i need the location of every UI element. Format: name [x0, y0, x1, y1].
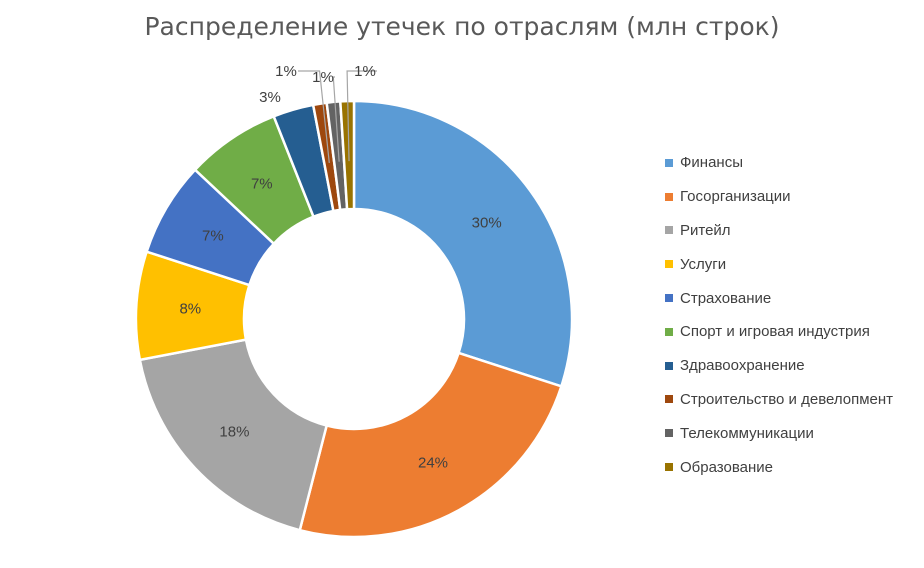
legend-swatch — [665, 463, 673, 472]
data-label-4: 8% — [179, 301, 201, 318]
legend-swatch — [665, 226, 673, 235]
slice-10 — [338, 99, 356, 211]
legend-item: Строительство и девелопмент — [665, 383, 920, 417]
data-label-2: 24% — [418, 455, 448, 472]
legend-label: Финансы — [680, 154, 743, 172]
legend-label: Госорганизации — [680, 188, 791, 206]
slice-2 — [298, 351, 563, 539]
legend-swatch — [665, 395, 673, 404]
legend-item: Страхование — [665, 281, 920, 315]
legend-item: Услуги — [665, 247, 920, 281]
data-label-6: 7% — [251, 175, 273, 192]
legend-label: Спорт и игровая индустрия — [680, 323, 870, 341]
legend-swatch — [665, 260, 673, 269]
legend-label: Телекоммуникации — [680, 424, 814, 442]
legend-label: Строительство и девелопмент — [680, 390, 894, 408]
legend-swatch — [665, 158, 673, 167]
legend-item: Ритейл — [665, 214, 920, 248]
slice-1 — [352, 99, 574, 388]
legend-swatch — [665, 429, 673, 438]
leader-line-8 — [298, 70, 330, 164]
data-label-3: 18% — [219, 423, 249, 440]
legend-item: Образование — [665, 450, 920, 484]
legend-label: Страхование — [680, 289, 772, 307]
legend-item: Госорганизации — [665, 180, 920, 214]
legend-label: Образование — [680, 458, 773, 476]
data-label-5: 7% — [202, 228, 224, 245]
legend-label: Здравоохранение — [680, 357, 805, 375]
legend-item: Телекоммуникации — [665, 416, 920, 450]
legend: Финансы Госорганизации Ритейл Услуги Страхов… — [665, 146, 920, 484]
legend-item: Спорт и игровая индустрия — [665, 315, 920, 349]
leader-line-10 — [346, 70, 377, 162]
legend-label: Ритейл — [680, 221, 731, 239]
data-label-1: 30% — [472, 215, 502, 232]
slice-3 — [138, 338, 329, 532]
legend-swatch — [665, 327, 673, 336]
legend-swatch — [665, 294, 673, 303]
legend-item: Финансы — [665, 146, 920, 180]
legend-swatch — [665, 192, 673, 201]
data-label-8: 1% — [275, 63, 297, 80]
legend-label: Услуги — [680, 255, 727, 273]
data-label-7: 3% — [259, 89, 281, 106]
legend-item: Здравоохранение — [665, 349, 920, 383]
chart-title: Распределение утечек по отраслям (млн ст… — [144, 12, 780, 41]
data-label-10: 1% — [354, 63, 376, 80]
data-label-9: 1% — [312, 69, 334, 86]
legend-swatch — [665, 361, 673, 370]
leader-line-9 — [332, 76, 340, 162]
